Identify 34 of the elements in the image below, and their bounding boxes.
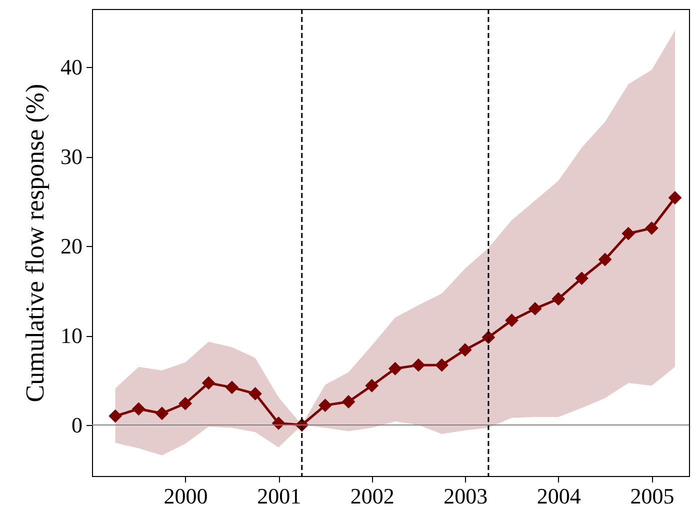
x-tick-label: 2003 [444, 484, 488, 508]
point [528, 302, 542, 316]
point [622, 226, 636, 240]
y-axis-title: Cumulative flow response (%) [20, 84, 50, 402]
point [318, 398, 332, 412]
x-tick-label: 2002 [350, 484, 394, 508]
x-tick-label: 2005 [630, 484, 674, 508]
point [505, 314, 518, 328]
point [365, 378, 379, 392]
point [668, 191, 682, 204]
y-tick-label: 20 [60, 234, 82, 259]
point [132, 402, 146, 416]
point [412, 358, 426, 372]
point [644, 221, 658, 235]
y-tick-label: 30 [60, 144, 82, 170]
point [248, 386, 262, 400]
point [435, 358, 449, 372]
point [108, 409, 122, 423]
x-tick-label: 2000 [164, 484, 208, 508]
point [552, 292, 566, 306]
point [225, 380, 239, 394]
point [458, 343, 472, 357]
y-tick-label: 10 [60, 323, 82, 348]
point [342, 395, 356, 408]
point [598, 252, 612, 266]
y-tick-label: 0 [72, 412, 82, 438]
point [155, 406, 169, 420]
point [202, 376, 216, 390]
point [575, 272, 588, 285]
x-tick-label: 2001 [257, 484, 302, 508]
point [178, 396, 192, 410]
x-tick-label: 2004 [536, 484, 581, 508]
y-tick-label: 40 [60, 54, 82, 80]
point [388, 362, 402, 376]
